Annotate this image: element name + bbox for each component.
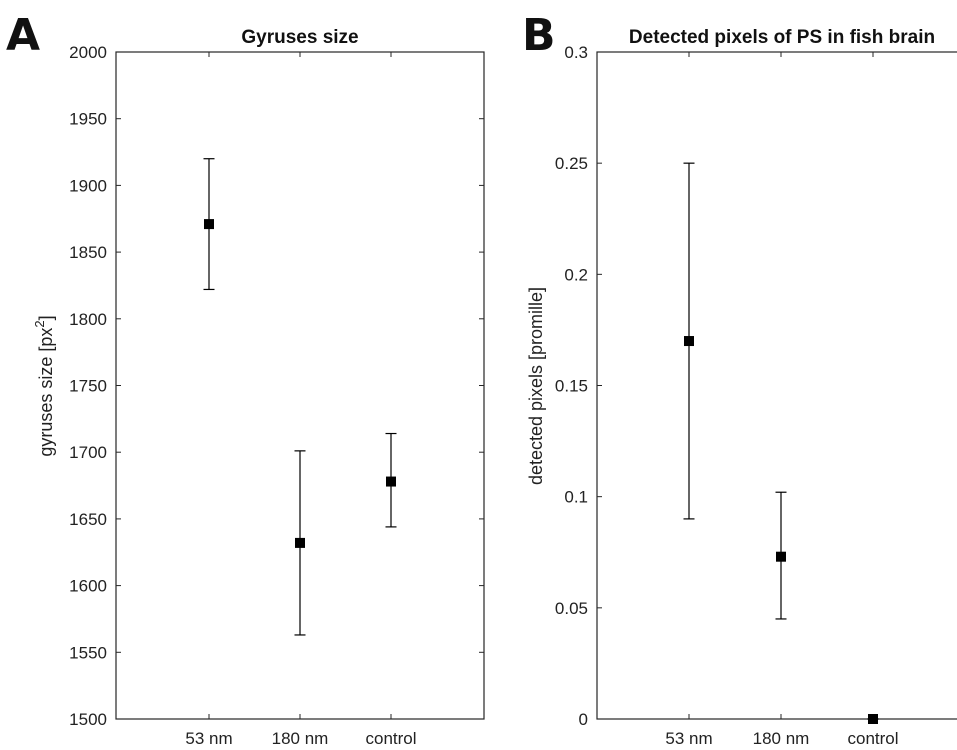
y-ticks-b: 0 0.05 0.1 0.15 0.2 0.25 0.3 [555,43,602,729]
square-marker-a [295,537,305,548]
data-point-b [683,162,695,520]
chart-detected-pixels: Detected pixels of PS in fish brain dete… [526,27,957,748]
y-axis-label-a-text: gyruses size [px [36,328,56,457]
x-tick-label-a: 180 nm [272,729,329,748]
x-tick-label-a: 53 nm [185,729,232,748]
y-tick-label-b: 0.05 [555,599,588,618]
square-marker-b [868,714,878,724]
y-tick-label-a: 1600 [69,577,107,596]
chart-title-b: Detected pixels of PS in fish brain [629,27,935,48]
y-tick-label-a: 2000 [69,43,107,62]
y-axis-label-a-suffix: ] [36,315,56,320]
y-ticks-a: 1500 1550 1600 1650 1700 1750 1800 1850 1900 1950… [69,43,484,729]
data-point-a [294,450,306,636]
data-point-b [867,714,879,724]
panel-letter-b: B [522,10,556,61]
y-tick-label-a: 1550 [69,643,107,662]
y-tick-label-a: 1650 [69,510,107,529]
y-tick-label-b: 0.15 [555,377,588,396]
x-tick-label-b: control [847,729,898,748]
y-axis-label-a: gyruses size [px2] [32,315,56,456]
data-point-b [775,491,787,620]
y-tick-label-a: 1500 [69,710,107,729]
y-tick-label-a: 1750 [69,377,107,396]
x-ticks-b: 53 nm 180 nm control [665,52,899,748]
square-marker-b [684,336,694,347]
y-tick-label-a: 1850 [69,243,107,262]
y-tick-label-b: 0.3 [564,43,588,62]
data-point-a [385,432,397,528]
y-tick-label-b: 0 [579,710,588,729]
square-marker-a [386,476,396,487]
data-point-a [203,158,215,291]
panel-letter-a: A [6,10,40,61]
x-tick-label-b: 53 nm [665,729,712,748]
x-tick-label-a: control [365,729,416,748]
y-tick-label-a: 1900 [69,176,107,195]
y-tick-label-a: 1950 [69,110,107,129]
y-axis-label-a-superscript: 2 [32,320,47,327]
chart-gyruses-size: Gyruses size gyruses size [px2] 1500 1550… [32,27,485,748]
square-marker-b [776,551,786,562]
data-marks-a [203,158,397,636]
data-marks-b [683,162,879,724]
y-axis-label-b: detected pixels [promille] [526,287,546,485]
x-ticks-a: 53 nm 180 nm control [185,52,417,748]
y-tick-label-b: 0.2 [564,265,588,284]
x-tick-label-b: 180 nm [753,729,810,748]
y-tick-label-a: 1700 [69,443,107,462]
y-tick-label-b: 0.25 [555,154,588,173]
y-tick-label-a: 1800 [69,310,107,329]
y-tick-label-b: 0.1 [564,488,588,507]
chart-title-a: Gyruses size [241,27,358,48]
square-marker-a [204,219,214,230]
